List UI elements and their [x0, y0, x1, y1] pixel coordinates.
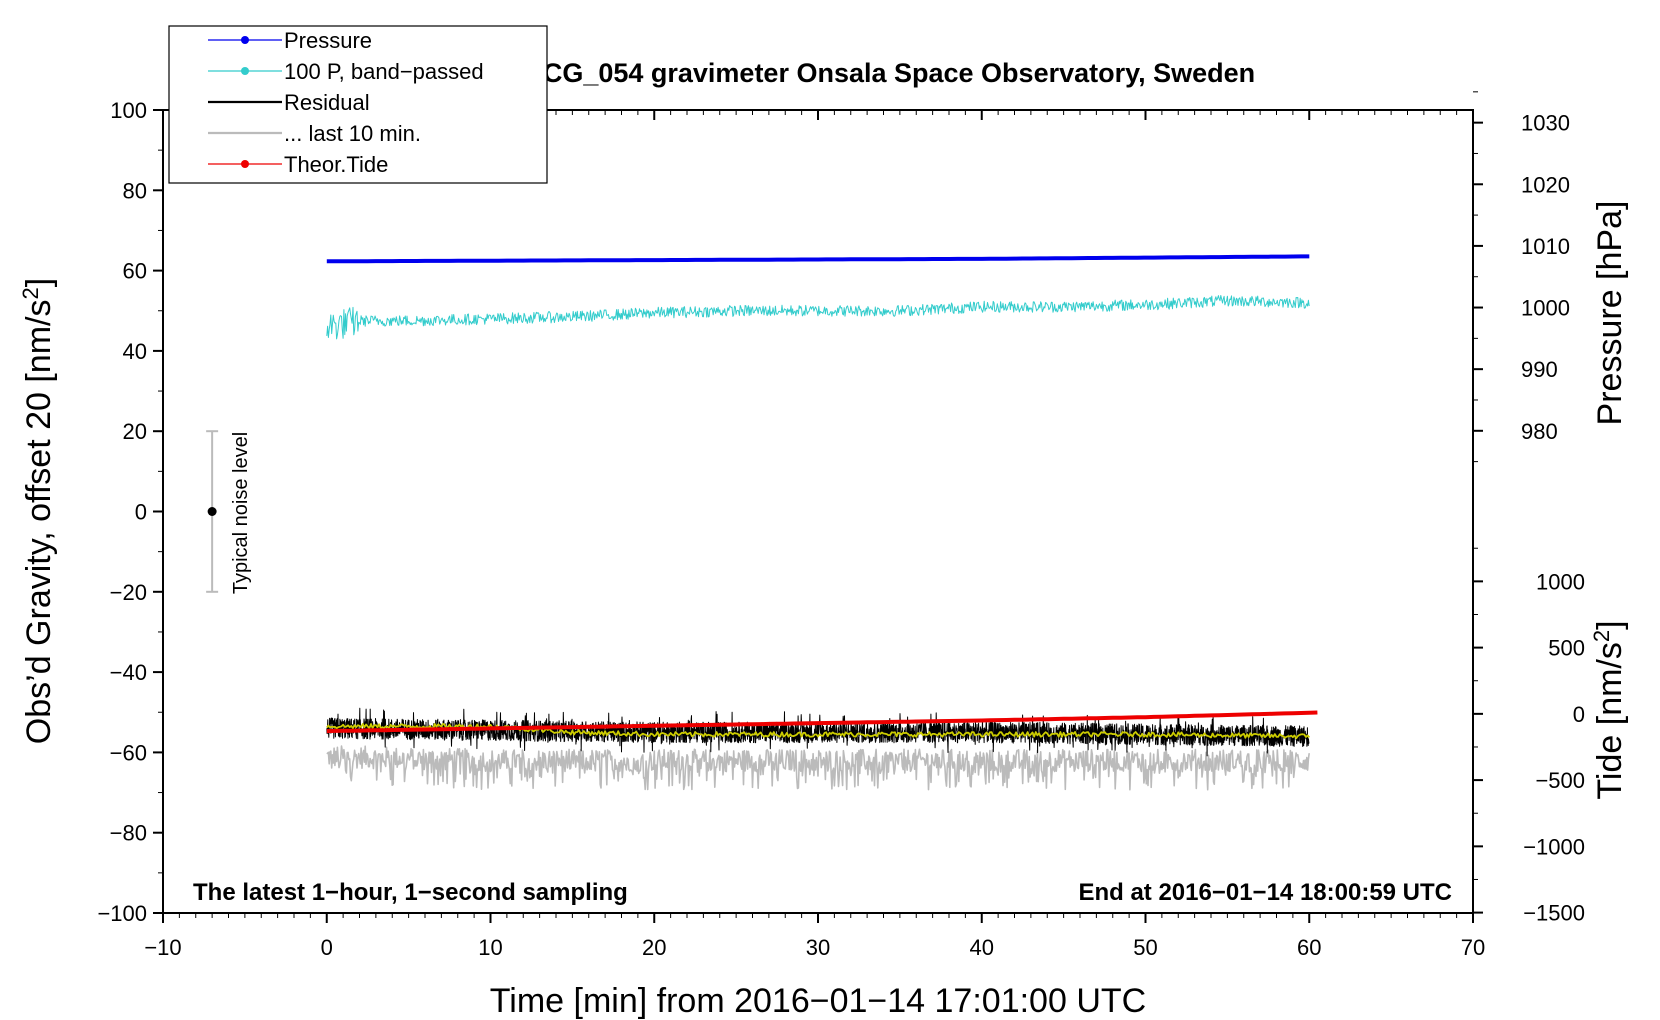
y-tick-label: 0 — [135, 500, 147, 525]
x-tick-label: 10 — [478, 935, 502, 960]
x-tick-label: −10 — [144, 935, 181, 960]
x-axis-label: Time [min] from 2016−01−14 17:01:00 UTC — [490, 982, 1146, 1020]
x-tick-label: 50 — [1133, 935, 1157, 960]
series-line-residual-smoothed — [326, 723, 1310, 740]
noise-bar-label: Typical noise level — [230, 432, 252, 594]
y-tick-label: −60 — [110, 740, 147, 765]
y-axis-label-left: Obs’d Gravity, offset 20 [nm/s2] — [18, 278, 58, 744]
pressure-tick-label: 990 — [1521, 357, 1558, 382]
pressure-tick-label: 1030 — [1521, 111, 1570, 136]
legend-label-band-passed: 100 P, band−passed — [284, 59, 484, 84]
series-layer — [326, 254, 1318, 791]
legend-label-pressure: Pressure — [284, 28, 372, 53]
tide-tick-label: 1000 — [1536, 569, 1585, 594]
x-tick-label: 40 — [970, 935, 994, 960]
x-tick-label: 70 — [1461, 935, 1485, 960]
noise-bar: Typical noise level — [206, 430, 252, 594]
legend-label-theor-tide: Theor.Tide — [284, 152, 388, 177]
pressure-tick-label: 1010 — [1521, 234, 1570, 259]
legend-marker-band-passed — [241, 67, 249, 75]
y-tick-label: −80 — [110, 821, 147, 846]
y-tick-label: 80 — [123, 178, 147, 203]
noise-bar-point — [207, 507, 217, 516]
x-tick-label: 60 — [1297, 935, 1321, 960]
legend-entry-pressure: Pressure — [208, 28, 372, 53]
series-line-last-10-min — [326, 745, 1310, 791]
legend-box — [168, 25, 548, 184]
legend-label-last-10-min: ... last 10 min. — [284, 121, 421, 146]
annotation-sampling: The latest 1−hour, 1−second sampling — [193, 879, 628, 906]
pressure-tick-label: 1000 — [1521, 296, 1570, 321]
tide-tick-label: 0 — [1573, 702, 1585, 727]
y-tick-label: 40 — [123, 339, 147, 364]
x-tick-label: 30 — [806, 935, 830, 960]
y-tick-label: −100 — [97, 901, 147, 926]
series-line-theor-tide — [326, 710, 1318, 734]
legend: Pressure 100 P, band−passed Residual ...… — [168, 25, 548, 184]
series-line-residual — [326, 707, 1310, 757]
tide-tick-label: −1500 — [1523, 901, 1585, 926]
y-tick-label: 20 — [123, 419, 147, 444]
legend-entry-last-10-min: ... last 10 min. — [208, 121, 421, 146]
legend-entry-residual: Residual — [208, 90, 370, 115]
tide-tick-label: −500 — [1535, 768, 1585, 793]
x-tick-label: 0 — [321, 935, 333, 960]
series-line-pressure — [326, 254, 1310, 264]
ticks-layer: −10 0 10 20 30 40 50 60 70−100−80−60−40−20020406… — [97, 91, 1585, 960]
tide-tick-label: −1000 — [1523, 834, 1585, 859]
legend-marker-pressure — [241, 36, 249, 44]
y-tick-label: −40 — [110, 660, 147, 685]
pressure-tick-label: 1020 — [1521, 172, 1570, 197]
y-tick-label: 100 — [110, 98, 147, 123]
legend-entry-band-passed: 100 P, band−passed — [208, 59, 484, 84]
tide-tick-label: 500 — [1548, 636, 1585, 661]
annotation-end-time: End at 2016−01−14 18:00:59 UTC — [1078, 879, 1452, 906]
y-tick-label: 60 — [123, 259, 147, 284]
legend-label-residual: Residual — [284, 90, 370, 115]
y-axis-label-tide: Tide [nm/s2] — [1589, 620, 1629, 799]
pressure-tick-label: 980 — [1521, 419, 1558, 444]
series-line-100-p-band-passed — [326, 295, 1310, 340]
y-tick-label: −20 — [110, 580, 147, 605]
y-axis-label-pressure: Pressure [hPa] — [1591, 201, 1629, 426]
chart-title: SCG_054 gravimeter Onsala Space Observat… — [525, 58, 1255, 88]
legend-entry-theor-tide: Theor.Tide — [208, 152, 388, 177]
legend-marker-theor-tide — [241, 160, 249, 168]
x-tick-label: 20 — [642, 935, 666, 960]
